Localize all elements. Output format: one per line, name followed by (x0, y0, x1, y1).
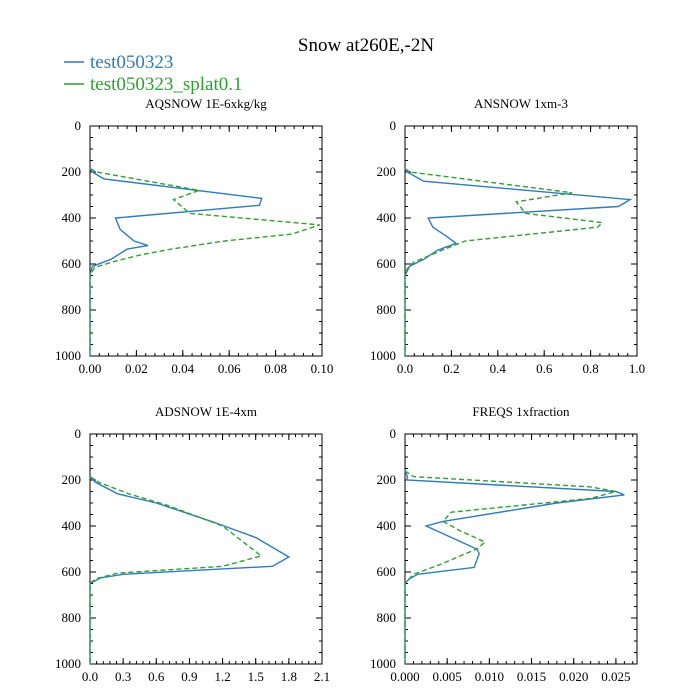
aqsnow-title: AQSNOW 1E-6xkg/kg (145, 96, 267, 111)
ansnow-axes-frame (404, 125, 638, 357)
ansnow-ytick-label: 1000 (370, 348, 396, 363)
adsnow-ytick-label: 800 (62, 610, 82, 625)
adsnow-xtick-label: 0.9 (181, 669, 197, 684)
adsnow-ytick-label: 200 (62, 472, 82, 487)
adsnow-series-test050323 (89, 476, 291, 664)
ansnow-ytick-label: 800 (377, 302, 397, 317)
ansnow-xtick-label: 0.8 (582, 361, 598, 376)
ansnow-title: ANSNOW 1xm-3 (474, 96, 568, 111)
ansnow-series-test050323 (404, 168, 633, 356)
adsnow-ytick-label: 1000 (55, 656, 81, 671)
aqsnow-axes-frame (89, 125, 323, 357)
aqsnow-ytick-label: 800 (62, 302, 82, 317)
freqs-ytick-label: 0 (390, 426, 397, 441)
aqsnow-ytick-label: 0 (75, 118, 82, 133)
ansnow-ytick-label: 400 (377, 210, 397, 225)
aqsnow-series-splat (89, 167, 320, 356)
ansnow-xtick-label: 1.0 (629, 361, 645, 376)
freqs-ytick-label: 400 (377, 518, 397, 533)
adsnow-xtick-label: 1.5 (248, 669, 264, 684)
ansnow-xtick-label: 0.2 (443, 361, 459, 376)
freqs-series-test050323 (404, 470, 625, 664)
aqsnow-xtick-label: 0.00 (79, 361, 102, 376)
freqs-ytick-label: 1000 (370, 656, 396, 671)
adsnow-xtick-label: 1.8 (281, 669, 297, 684)
adsnow-ytick-label: 0 (75, 426, 82, 441)
adsnow-xtick-label: 0.6 (148, 669, 165, 684)
freqs-xtick-label: 0.025 (601, 669, 630, 684)
aqsnow-xtick-label: 0.10 (311, 361, 334, 376)
adsnow-ytick-label: 400 (62, 518, 82, 533)
ansnow-series-splat (404, 168, 604, 356)
adsnow-series-splat (89, 476, 263, 664)
aqsnow-ytick-label: 600 (62, 256, 82, 271)
figure-title: Snow at260E,-2N (298, 35, 434, 56)
freqs-title: FREQS 1xfraction (472, 404, 570, 419)
freqs-series-splat (404, 470, 617, 664)
aqsnow-xtick-label: 0.04 (171, 361, 194, 376)
freqs-xtick-label: 0.005 (433, 669, 462, 684)
aqsnow-series-test050323 (89, 168, 263, 356)
legend: test050323 test050323_splat0.1 (64, 52, 243, 95)
ansnow-ytick-label: 200 (377, 164, 397, 179)
ansnow-ytick-label: 0 (390, 118, 397, 133)
ansnow-xtick-label: 0.6 (536, 361, 553, 376)
freqs-ytick-label: 200 (377, 472, 397, 487)
ansnow-xtick-label: 0.4 (490, 361, 507, 376)
freqs-ytick-label: 800 (377, 610, 397, 625)
legend-label-splat: test050323_splat0.1 (90, 74, 243, 95)
aqsnow-xtick-label: 0.08 (264, 361, 287, 376)
aqsnow-ytick-label: 200 (62, 164, 82, 179)
adsnow-title: ADSNOW 1E-4xm (155, 404, 257, 419)
aqsnow-xtick-label: 0.06 (218, 361, 241, 376)
freqs-xtick-label: 0.020 (559, 669, 588, 684)
legend-label-test050323: test050323 (90, 52, 173, 73)
aqsnow-ytick-label: 400 (62, 210, 82, 225)
adsnow-xtick-label: 1.2 (214, 669, 230, 684)
adsnow-xtick-label: 2.1 (314, 669, 330, 684)
adsnow-xtick-label: 0.3 (115, 669, 131, 684)
adsnow-ytick-label: 600 (62, 564, 82, 579)
freqs-ytick-label: 600 (377, 564, 397, 579)
freqs-xtick-label: 0.000 (390, 669, 419, 684)
freqs-axes-frame (404, 433, 638, 665)
ansnow-xtick-label: 0.0 (397, 361, 413, 376)
adsnow-xtick-label: 0.0 (82, 669, 98, 684)
freqs-xtick-label: 0.015 (517, 669, 546, 684)
aqsnow-ytick-label: 1000 (55, 348, 81, 363)
freqs-xtick-label: 0.010 (475, 669, 504, 684)
adsnow-axes-frame (89, 433, 323, 665)
ansnow-ytick-label: 600 (377, 256, 397, 271)
aqsnow-xtick-label: 0.02 (125, 361, 148, 376)
